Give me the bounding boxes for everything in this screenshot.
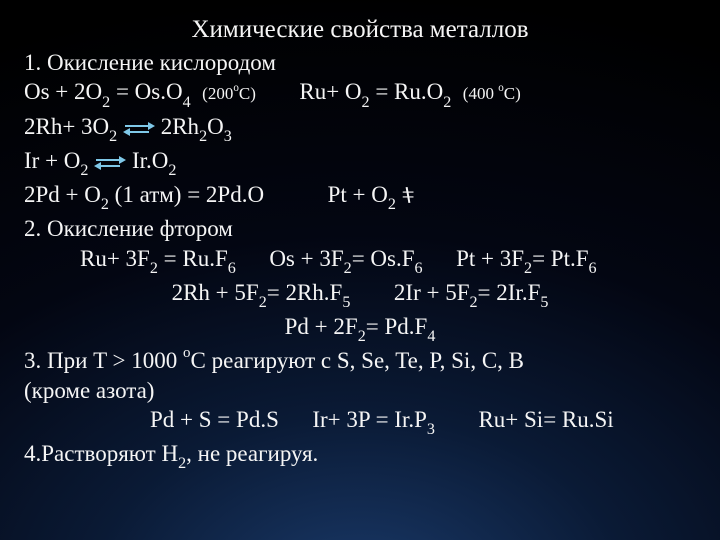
section4-line: 4.Растворяют H2, не реагируя. [24,439,696,473]
slide-content: Химические свойства металлов 1. Окислени… [0,0,720,473]
section3-line2: (кроме азота) [24,376,696,405]
eq-s-p-si: Pd + S = Pd.S Ir+ 3P = Ir.P3 Ru+ Si= Ru.… [24,405,696,439]
eq-fluorine-3: Pd + 2F2= Pd.F4 [24,312,696,346]
eq-os-ru: Os + 2O2 = Os.O4 (200oC) Ru+ O2 = Ru.O2 … [24,77,696,111]
equilibrium-arrow-icon [96,156,124,170]
section1-heading: 1. Окисление кислородом [24,48,696,77]
eq-pd-pt: 2Pd + O2 (1 атм) = 2Pd.O Pt + O2 = [24,180,696,214]
slide-title: Химические свойства металлов [24,14,696,46]
equilibrium-arrow-icon [125,122,153,136]
eq-rh: 2Rh+ 3O2 2Rh2O3 [24,112,696,146]
not-equal-icon: = [402,180,415,209]
section3-line1: 3. При T > 1000 oC реагируют с S, Se, Te… [24,346,696,375]
section2-heading: 2. Окисление фтором [24,214,696,243]
eq-fluorine-1: Ru+ 3F2 = Ru.F6 Os + 3F2= Os.F6 Pt + 3F2… [24,244,696,278]
eq-ir: Ir + O2 Ir.O2 [24,146,696,180]
eq-fluorine-2: 2Rh + 5F2= 2Rh.F5 2Ir + 5F2= 2Ir.F5 [24,278,696,312]
